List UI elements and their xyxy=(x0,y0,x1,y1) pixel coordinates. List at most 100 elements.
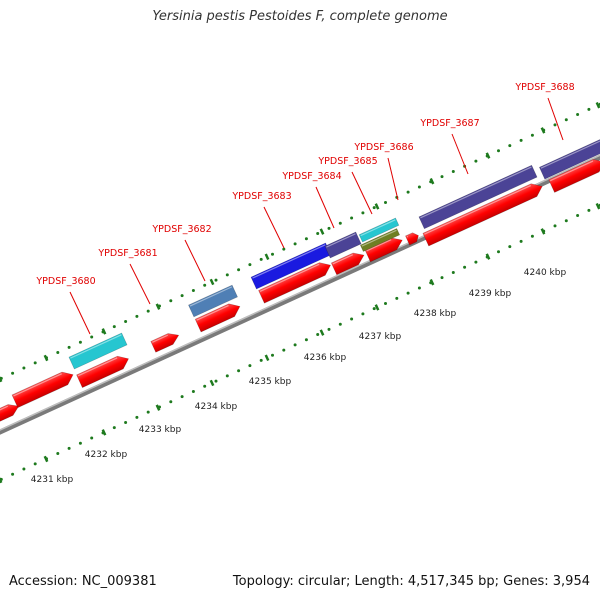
minor-tick xyxy=(282,247,286,251)
feature-steelblue xyxy=(188,284,238,318)
cds-red-5-shine xyxy=(196,305,229,321)
minor-tick xyxy=(293,242,297,246)
minor-tick xyxy=(271,353,274,357)
minor-tick xyxy=(553,123,557,127)
minor-tick xyxy=(497,250,500,254)
scale-label-4232: 4232 kbp xyxy=(85,450,128,460)
major-tick xyxy=(595,101,600,109)
gene-label-ypdsf_3687: YPDSF_3687 xyxy=(419,118,479,129)
scale-label-4236: 4236 kbp xyxy=(304,353,347,363)
cds-red-2 xyxy=(11,371,74,409)
minor-tick xyxy=(90,436,94,440)
major-tick xyxy=(319,329,325,336)
cds-red-9-shape xyxy=(405,232,419,246)
major-tick xyxy=(374,304,380,311)
feature-slateblue-2-shape xyxy=(418,164,538,230)
minor-tick xyxy=(271,252,274,256)
cds-red-3 xyxy=(76,355,129,389)
cds-red-11-shine xyxy=(550,160,594,182)
major-tick xyxy=(485,152,491,159)
minor-tick xyxy=(225,273,229,277)
gene-labels: YPDSF_3680 YPDSF_3681 YPDSF_3682 YPDSF_3683… xyxy=(35,82,574,287)
major-tick xyxy=(209,379,215,387)
minor-tick xyxy=(124,420,128,424)
feature-slateblue-1-shape xyxy=(324,231,362,259)
map-title: Yersinia pestis Pestoides F, complete ge… xyxy=(152,9,448,24)
minor-tick xyxy=(169,400,173,404)
scale-label-4239: 4239 kbp xyxy=(469,289,512,299)
gene-label-ypdsf_3684: YPDSF_3684 xyxy=(281,171,341,182)
minor-tick xyxy=(225,374,229,378)
genome-summary-text: Topology: circular; Length: 4,517,345 bp… xyxy=(232,574,590,589)
gene-label-ypdsf_3688: YPDSF_3688 xyxy=(514,82,574,93)
minor-tick xyxy=(576,113,580,117)
leader-line-ypdsf_3680 xyxy=(69,291,91,335)
minor-tick xyxy=(384,302,387,306)
major-tick xyxy=(209,278,215,286)
minor-tick xyxy=(338,322,342,326)
leader-line-ypdsf_3681 xyxy=(129,263,151,305)
major-tick xyxy=(374,203,380,210)
feature-slateblue-2 xyxy=(418,164,538,230)
cds-red-8-shine xyxy=(366,239,392,252)
feature-cyan-1-shape xyxy=(68,332,128,370)
minor-tick xyxy=(350,216,354,220)
minor-tick xyxy=(304,338,308,342)
feature-olive-shine xyxy=(361,229,397,247)
minor-tick xyxy=(406,190,410,194)
minor-tick xyxy=(327,226,331,230)
major-tick xyxy=(485,253,491,260)
feature-cyan-1-shine xyxy=(70,334,122,359)
cds-red-10 xyxy=(422,183,543,247)
minor-tick xyxy=(519,138,523,142)
accession-text: Accession: NC_009381 xyxy=(9,574,157,589)
minor-tick xyxy=(372,307,376,311)
minor-tick xyxy=(316,333,320,337)
minor-tick xyxy=(203,283,207,287)
minor-tick xyxy=(587,107,591,111)
feature-cyan-1 xyxy=(68,332,128,370)
feature-olive xyxy=(359,228,401,252)
cds-red-2-shape xyxy=(11,371,74,409)
minor-tick xyxy=(259,358,263,362)
minor-tick xyxy=(530,133,534,137)
major-tick xyxy=(429,177,435,185)
minor-tick xyxy=(67,345,71,349)
gene-label-ypdsf_3682: YPDSF_3682 xyxy=(151,224,211,235)
minor-tick xyxy=(214,278,218,282)
minor-tick xyxy=(146,309,150,313)
minor-tick xyxy=(237,268,241,272)
minor-tick xyxy=(463,265,467,269)
scale-label-4234: 4234 kbp xyxy=(195,402,238,412)
minor-tick xyxy=(248,263,252,267)
leader-line-ypdsf_3688 xyxy=(547,97,564,141)
major-tick xyxy=(43,455,49,463)
feature-slateblue-3 xyxy=(538,138,600,180)
minor-tick xyxy=(112,426,116,430)
cds-red-7 xyxy=(330,252,365,276)
cds-red-10-shape xyxy=(422,183,543,247)
outer-tick-track xyxy=(0,101,600,383)
minor-tick xyxy=(78,441,82,445)
major-tick xyxy=(43,354,49,362)
scale-label-4237: 4237 kbp xyxy=(359,332,402,342)
major-tick xyxy=(264,253,270,261)
minor-tick xyxy=(56,351,60,355)
major-tick xyxy=(155,404,161,411)
scale-label-4235: 4235 kbp xyxy=(249,377,292,387)
minor-tick xyxy=(361,211,365,215)
minor-tick xyxy=(180,395,184,399)
minor-tick xyxy=(304,237,308,241)
feature-cyan-2 xyxy=(358,217,400,243)
cds-red-1 xyxy=(0,404,20,424)
minor-tick xyxy=(519,239,523,243)
minor-tick xyxy=(191,288,195,292)
minor-tick xyxy=(146,410,150,414)
leader-line-ypdsf_3685 xyxy=(351,171,373,215)
feature-slateblue-1 xyxy=(324,231,362,259)
gene-label-ypdsf_3680: YPDSF_3680 xyxy=(35,276,95,287)
feature-cyan-2-shine xyxy=(360,219,396,237)
cds-red-11 xyxy=(548,158,600,193)
major-tick xyxy=(540,228,546,235)
minor-tick xyxy=(259,257,263,261)
